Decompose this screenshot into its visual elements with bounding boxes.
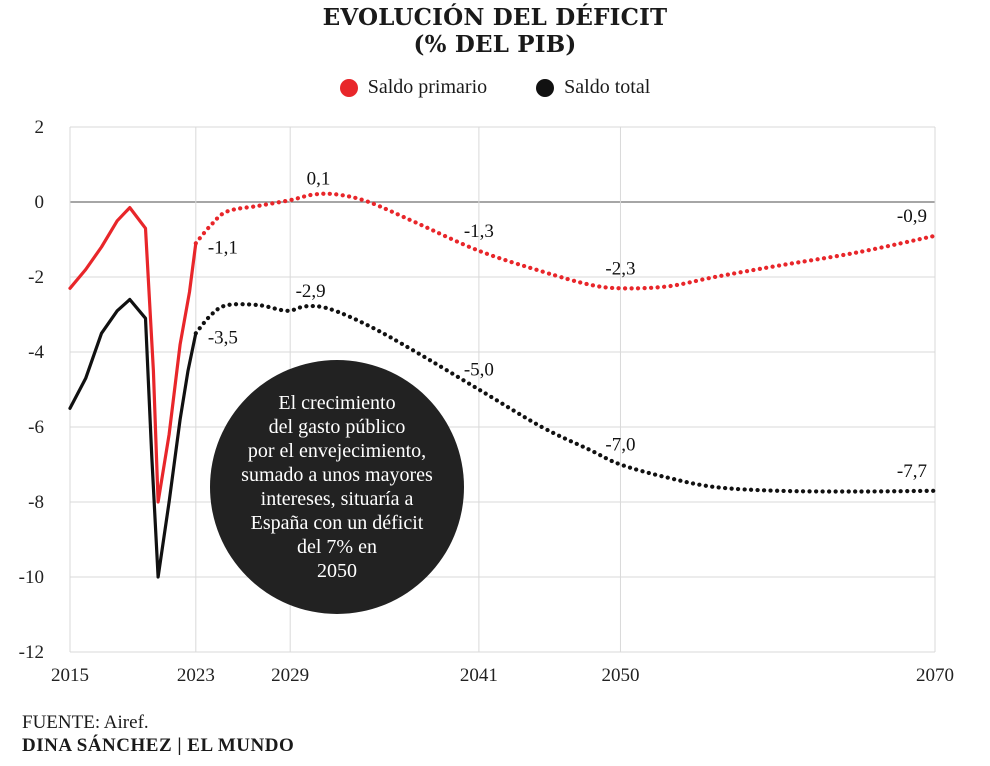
callout-line-1: El crecimiento	[278, 392, 396, 414]
axes: 2 0 -2 -4 -6 -8 -10 -12 2015 2023 2029 2041 2050 2070	[19, 117, 954, 686]
y-tick-label: -8	[28, 492, 44, 513]
y-tick-label: -4	[28, 342, 44, 363]
grid	[69, 126, 936, 653]
x-tick-label: 2015	[51, 665, 89, 686]
data-label-saldo-primario: 0,1	[307, 168, 331, 189]
data-label-saldo-primario: -1,3	[464, 221, 494, 242]
y-tick-label: 0	[35, 192, 45, 213]
y-tick-label: -10	[19, 567, 44, 588]
data-label-saldo-total: -3,5	[208, 327, 238, 348]
data-label-saldo-primario: -0,9	[897, 206, 927, 227]
x-tick-label: 2070	[916, 665, 954, 686]
data-label-saldo-total: -7,7	[897, 461, 927, 482]
data-label-saldo-total: -2,9	[296, 281, 326, 302]
callout-line-8: 2050	[317, 560, 357, 582]
callout-line-5: intereses, situaría a	[260, 488, 414, 510]
y-tick-label: -12	[19, 642, 44, 663]
x-tick-label: 2050	[601, 665, 639, 686]
data-label-saldo-total: -5,0	[464, 360, 494, 381]
callout-line-3: por el envejecimiento,	[247, 440, 427, 462]
legend-swatch-saldo-primario	[339, 78, 358, 97]
series-line-projection-saldo-total	[193, 302, 938, 494]
series-line-historical-saldo-total	[68, 297, 198, 579]
series-line-historical-saldo-primario	[68, 206, 198, 504]
chart-title: EVOLUCIÓN DEL DÉFICIT (% DEL PIB)	[0, 4, 990, 58]
callout-line-6: España con un déficit	[250, 512, 424, 534]
legend-label-saldo-total: Saldo total	[564, 76, 651, 98]
chart-title-line1: EVOLUCIÓN DEL DÉFICIT	[322, 4, 668, 31]
chart-title-line2: (% DEL PIB)	[413, 31, 577, 58]
x-tick-label: 2029	[271, 665, 309, 686]
data-label-saldo-total: -7,0	[605, 435, 635, 456]
y-tick-label: -2	[28, 267, 44, 288]
legend-item-saldo-total: Saldo total	[536, 76, 650, 99]
callout-line-4: sumado a unos mayores	[241, 464, 433, 486]
legend-swatch-saldo-total	[536, 78, 555, 97]
x-tick-label: 2041	[460, 665, 498, 686]
data-label-saldo-primario: -1,1	[208, 237, 238, 258]
series	[68, 191, 938, 579]
legend-label-saldo-primario: Saldo primario	[367, 76, 488, 98]
legend-item-saldo-primario: Saldo primario	[339, 76, 488, 99]
callout-line-2: del gasto público	[268, 416, 406, 438]
legend: Saldo primario Saldo total	[0, 76, 990, 103]
y-tick-label: -6	[28, 417, 44, 438]
y-tick-label: 2	[35, 117, 45, 138]
source-note: FUENTE: Airef.	[22, 712, 149, 733]
data-label-saldo-primario: -2,3	[605, 258, 635, 279]
callout-bubble: El crecimiento del gasto público por el …	[210, 360, 464, 614]
credit-line: DINA SÁNCHEZ | EL MUNDO	[22, 735, 295, 756]
x-tick-label: 2023	[177, 665, 215, 686]
data-labels: -1,1 0,1 -1,3 -2,3 -0,9 -3,5 -2,9 -5,0 -7,0 -7,7	[208, 168, 927, 482]
callout-line-7: del 7% en	[297, 536, 377, 558]
series-line-projection-saldo-primario	[193, 191, 938, 291]
